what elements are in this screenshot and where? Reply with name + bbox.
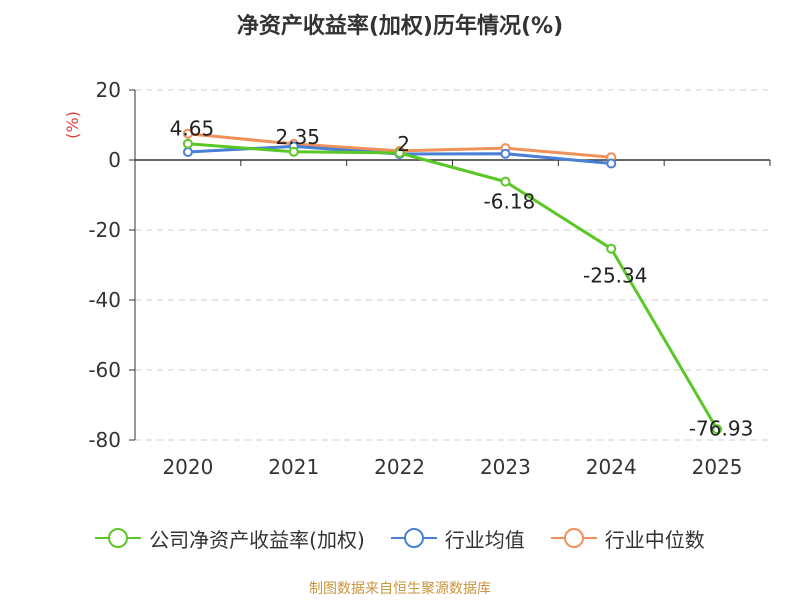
axis-layer: 20 0 -20 -40 -60 -80 2020 2021 2022 2023 2024 2025 (… bbox=[63, 78, 771, 479]
legend-marker-company bbox=[95, 528, 142, 548]
y-tick-label: -40 bbox=[88, 288, 121, 312]
data-point-series-1 bbox=[182, 146, 193, 157]
legend-label-industry-median: 行业中位数 bbox=[604, 527, 705, 552]
data-label: 4.65 bbox=[170, 117, 215, 141]
grid-layer bbox=[135, 89, 770, 441]
legend-item-company[interactable]: 公司净资产收益率(加权) bbox=[95, 524, 365, 553]
data-point-series-0 bbox=[394, 148, 405, 158]
data-label: -25.34 bbox=[583, 264, 647, 288]
legend-label-industry-mean: 行业均值 bbox=[444, 527, 525, 552]
label-layer: 4.65 2.35 2 -6.18 -25.34 -76.93 bbox=[170, 117, 754, 441]
data-label: 2.35 bbox=[275, 125, 320, 149]
data-point-series-2 bbox=[182, 128, 193, 139]
series-layer bbox=[182, 128, 723, 435]
x-tick-label: 2021 bbox=[268, 455, 319, 479]
data-point-series-1 bbox=[606, 158, 617, 169]
data-point-series-1 bbox=[500, 148, 511, 159]
data-point-series-0 bbox=[500, 176, 511, 187]
y-axis-label: (%) bbox=[63, 111, 82, 139]
y-tick-label: -80 bbox=[88, 428, 121, 452]
chart-title: 净资产收益率(加权)历年情况(%) bbox=[236, 14, 564, 39]
legend-item-industry-median[interactable]: 行业中位数 bbox=[550, 524, 705, 553]
data-point-series-0 bbox=[606, 243, 617, 254]
legend-label-company: 公司净资产收益率(加权) bbox=[149, 527, 365, 552]
data-point-series-0 bbox=[182, 138, 193, 149]
x-tick-label: 2025 bbox=[692, 455, 743, 479]
data-label: -6.18 bbox=[484, 190, 536, 214]
legend-marker-industry-median bbox=[550, 528, 597, 548]
line-chart: 20 0 -20 -40 -60 -80 2020 2021 2022 2023 2024 2025 (… bbox=[63, 78, 771, 479]
data-point-series-0 bbox=[288, 146, 299, 157]
series-line-0 bbox=[187, 142, 719, 431]
x-tick-label: 2023 bbox=[480, 455, 531, 479]
data-label: 2 bbox=[397, 132, 410, 156]
x-tick-label: 2020 bbox=[162, 455, 213, 479]
y-tick-label: -20 bbox=[88, 218, 121, 242]
y-tick-label: 0 bbox=[108, 148, 121, 172]
data-source-note: 制图数据来自恒生聚源数据库 bbox=[309, 581, 491, 597]
data-point-series-0 bbox=[712, 424, 723, 435]
data-label: -76.93 bbox=[689, 416, 753, 440]
legend-item-industry-mean[interactable]: 行业均值 bbox=[390, 524, 525, 553]
y-tick-label: 20 bbox=[96, 78, 121, 102]
y-tick-label: -60 bbox=[88, 358, 121, 382]
legend-marker-industry-mean bbox=[390, 528, 437, 548]
x-tick-label: 2022 bbox=[374, 455, 425, 479]
x-tick-label: 2024 bbox=[586, 455, 637, 479]
legend: 公司净资产收益率(加权) 行业均值 行业中位数 bbox=[0, 520, 800, 556]
